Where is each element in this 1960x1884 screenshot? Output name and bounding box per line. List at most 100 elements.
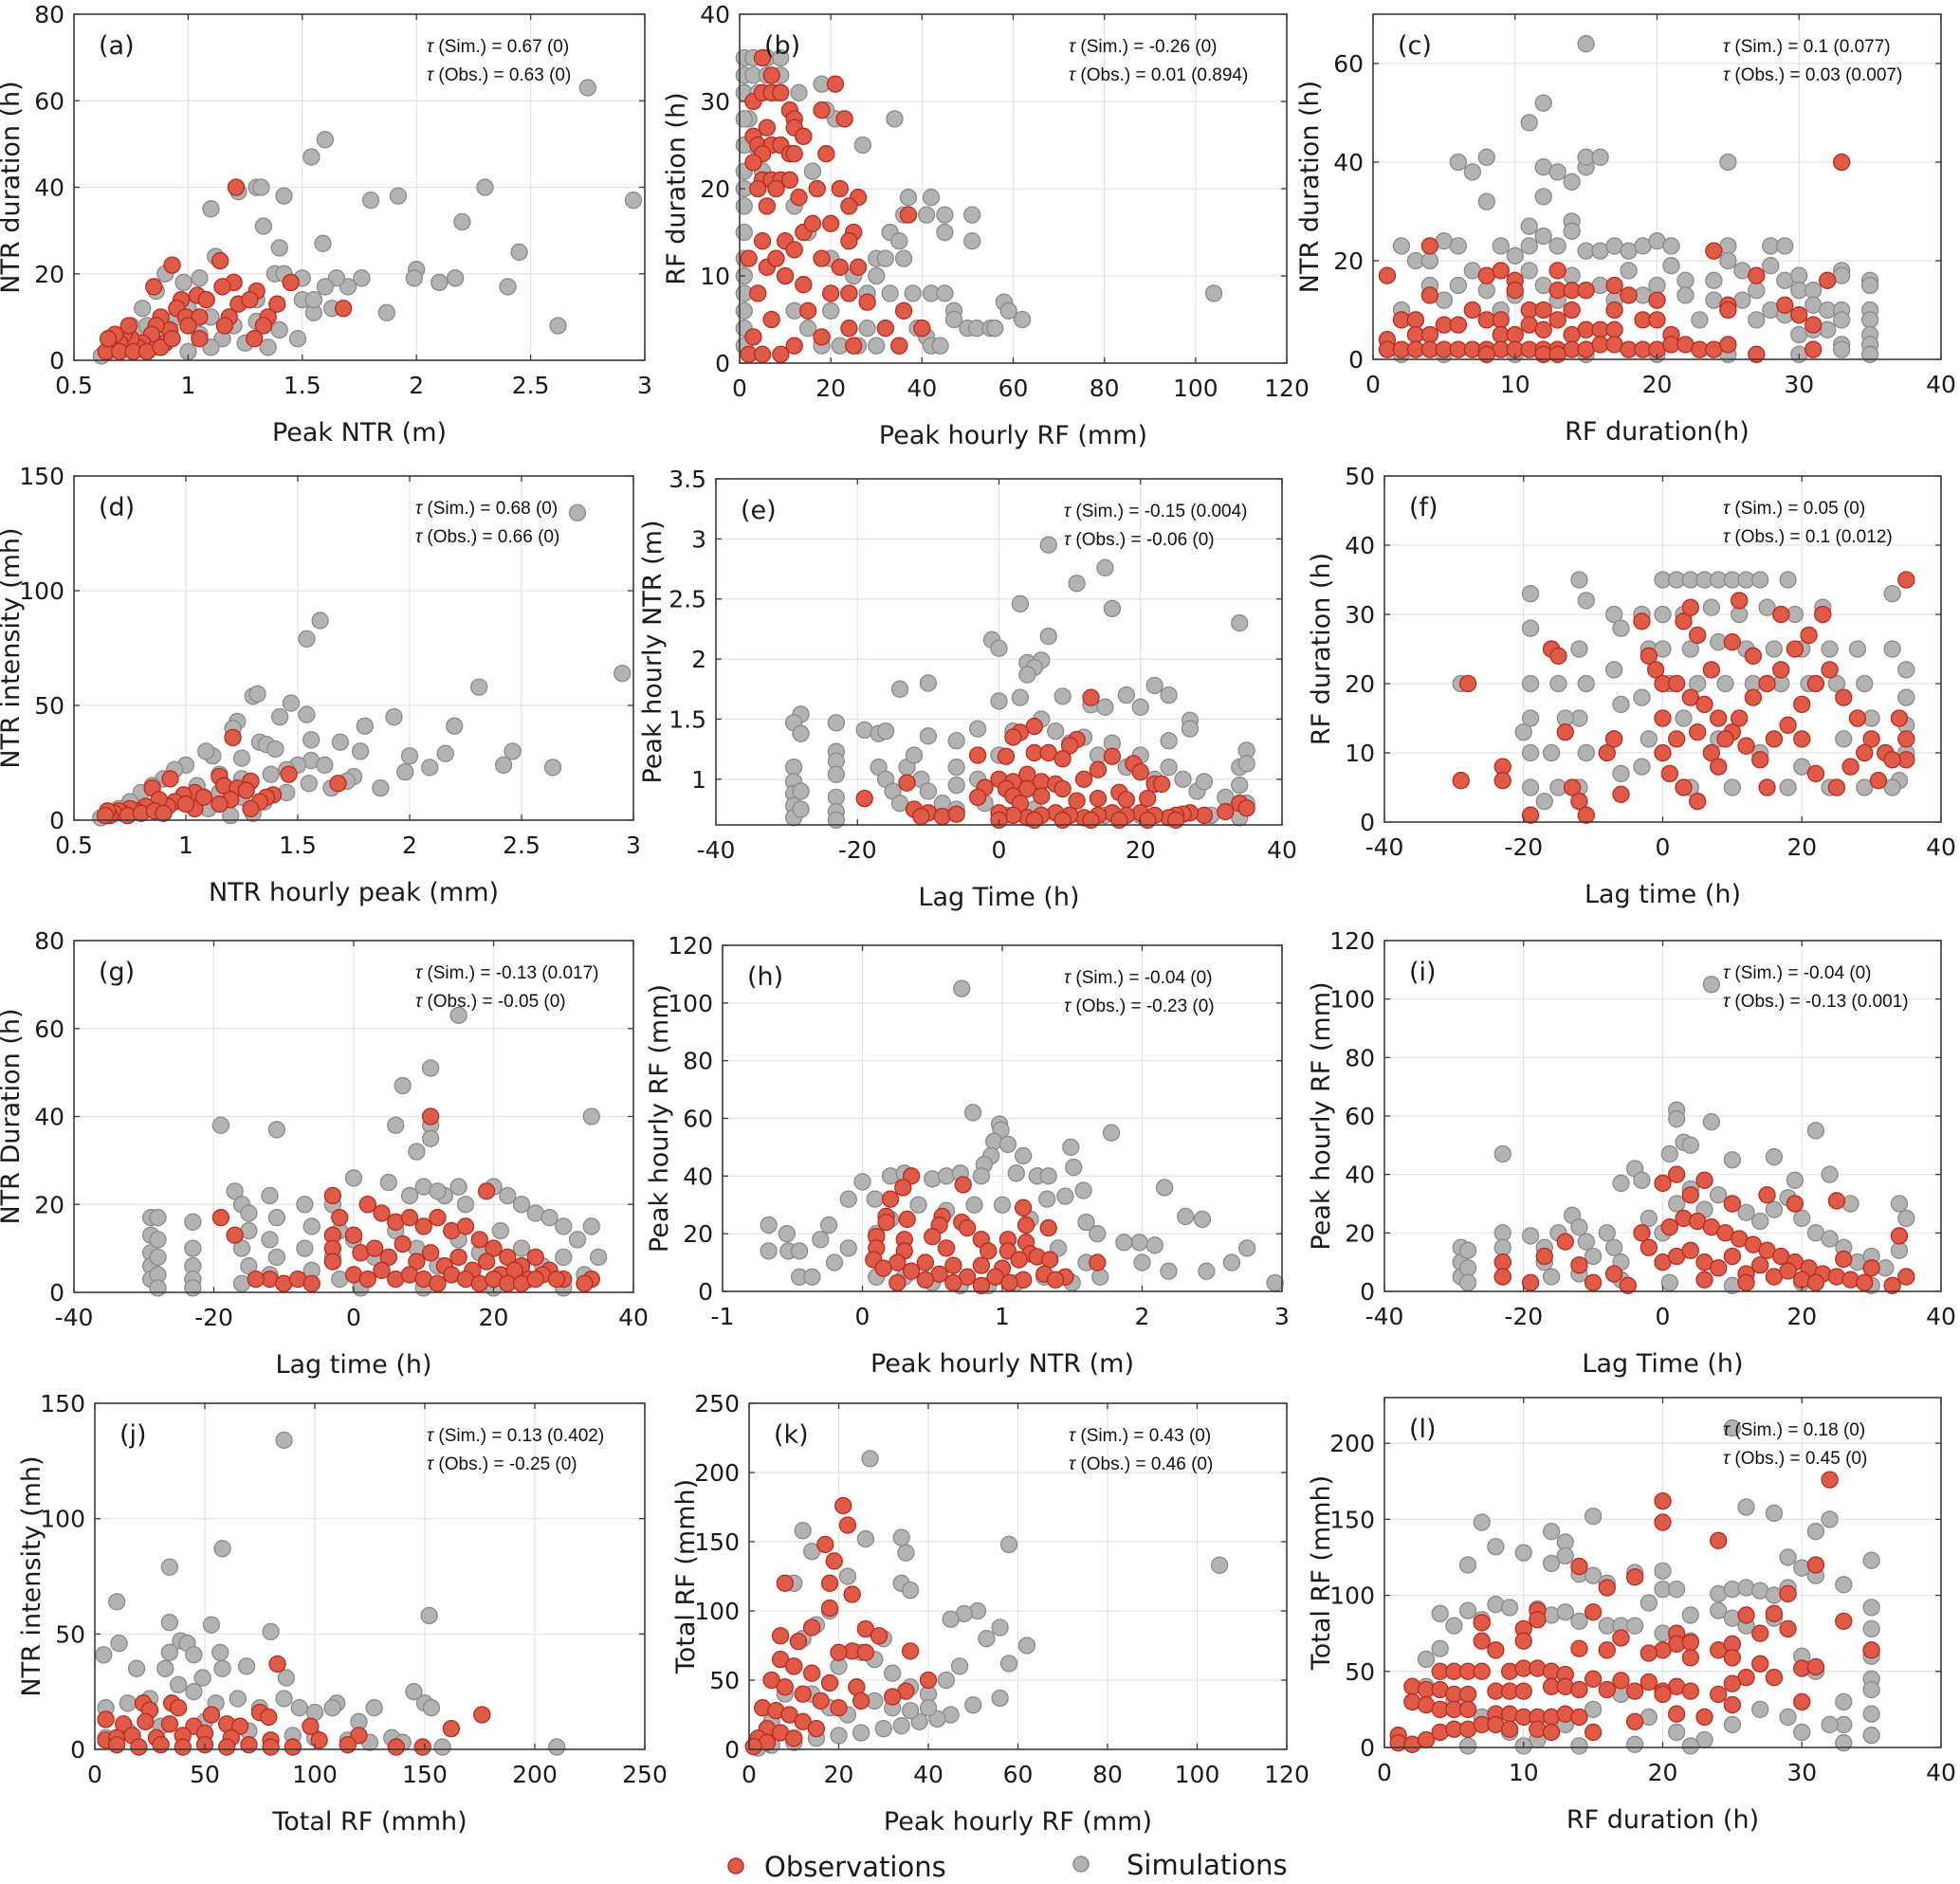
observation-point [1521, 806, 1540, 824]
observation-point [1862, 730, 1880, 748]
legend: Observations Simulations [727, 1849, 1288, 1883]
observation-point [1577, 806, 1595, 824]
tau-symbol: τ [427, 65, 438, 85]
simulation-point [1841, 1195, 1859, 1213]
simulation-point [494, 756, 513, 775]
simulation-point [1662, 237, 1680, 255]
simulation-point [270, 239, 288, 257]
tau-annotation: τ (Sim.) = 0.05 (0) [1723, 499, 1865, 519]
observation-point [1014, 1271, 1033, 1289]
tau-annotation-text: (Sim.) = -0.04 (0) [1075, 968, 1212, 988]
observation-point [1689, 723, 1707, 741]
series-observations [1452, 571, 1915, 824]
observation-point [1883, 751, 1901, 769]
observation-point [1556, 723, 1574, 741]
simulation-point [1702, 976, 1721, 994]
simulation-point [1862, 1599, 1880, 1617]
observation-point [1570, 1708, 1588, 1727]
observation-point [812, 1692, 830, 1710]
observation-point [767, 179, 785, 198]
observation-point [119, 317, 137, 335]
simulation-point [1477, 148, 1495, 166]
observation-point [331, 1209, 349, 1227]
y-tick-label: 80 [34, 1, 64, 28]
simulation-point [1860, 345, 1879, 363]
observation-point [1152, 775, 1171, 794]
x-tick-label: 30 [1786, 1759, 1817, 1786]
y-tick-label: 0 [1348, 346, 1364, 374]
panel-i: -40 -20 0 20 40 0 20 40 60 80 100 120 Lag Time (h) Pe… [1307, 927, 1956, 1379]
simulation-point [1765, 640, 1784, 658]
observation-point [762, 1671, 780, 1690]
simulation-point [1542, 743, 1561, 762]
simulation-point [184, 1279, 202, 1297]
panel-j: 0 50 100 150 200 250 0 50 100 150 Total RF (mmh) NT… [17, 1390, 668, 1837]
x-tick-label: 250 [622, 1761, 668, 1788]
observation-point [1793, 730, 1811, 748]
observation-point [429, 1274, 447, 1292]
observation-point [744, 154, 762, 172]
observation-point [179, 317, 197, 335]
simulation-point [1633, 688, 1651, 706]
observation-point [1506, 282, 1524, 300]
observation-point [163, 330, 181, 348]
tau-annotation: τ (Obs.) = -0.25 (0) [427, 1454, 577, 1474]
observation-point [115, 1715, 133, 1733]
series-observations [740, 48, 931, 363]
plot-area [74, 476, 633, 820]
y-tick-label: 50 [1345, 1658, 1375, 1686]
simulation-point [936, 223, 954, 242]
tau-annotation: τ (Obs.) = 0.66 (0) [415, 527, 559, 547]
simulation-point [985, 1132, 1003, 1150]
tau-symbol: τ [1069, 65, 1080, 85]
simulation-point [1633, 758, 1651, 776]
y-tick-label: 60 [34, 87, 64, 115]
simulation-point [1068, 575, 1086, 593]
simulation-point [1776, 237, 1794, 255]
simulation-point [760, 1216, 778, 1235]
observation-point [1702, 661, 1721, 679]
simulation-point [892, 1528, 910, 1546]
observation-point [794, 1712, 812, 1730]
simulation-point [277, 1669, 295, 1687]
simulation-point [963, 1104, 982, 1122]
observation-point [968, 746, 987, 764]
observation-point [816, 1535, 834, 1554]
panel-label: (f) [1409, 493, 1438, 522]
y-tick-label: 0 [49, 1279, 64, 1307]
observation-point [1814, 605, 1832, 624]
observation-point [1598, 1641, 1616, 1659]
simulation-point [456, 1196, 475, 1214]
observation-point [1710, 758, 1728, 776]
simulation-point [1751, 571, 1769, 589]
legend-observations-marker [727, 1857, 744, 1875]
observation-point [99, 330, 118, 348]
panel-label: (b) [764, 31, 800, 61]
y-tick-label: 100 [668, 990, 713, 1017]
observation-point [1668, 674, 1686, 693]
simulation-point [963, 232, 981, 250]
tau-annotation: τ (Sim.) = 0.67 (0) [427, 37, 569, 57]
observation-point [972, 1276, 991, 1295]
y-tick-label: 100 [1329, 986, 1375, 1014]
simulation-point [792, 800, 810, 818]
x-tick-label: -40 [55, 1304, 94, 1331]
simulation-point [1577, 35, 1595, 53]
observation-point [1779, 1584, 1797, 1603]
observation-point [1806, 674, 1825, 693]
simulation-point [999, 1655, 1018, 1673]
observation-point [1420, 325, 1439, 344]
observation-point [373, 1261, 391, 1279]
simulation-point [1662, 257, 1680, 275]
simulation-point [1897, 661, 1915, 679]
observation-point [1018, 779, 1036, 798]
simulation-point [1584, 1700, 1603, 1719]
simulation-point [275, 1431, 293, 1450]
simulation-point [202, 338, 220, 357]
tau-annotation: τ (Sim.) = 0.18 (0) [1723, 1420, 1865, 1440]
observation-point [803, 1619, 821, 1637]
observation-point [894, 1179, 912, 1197]
observation-point [876, 320, 895, 338]
observation-point [1487, 1641, 1505, 1659]
observation-point [1620, 286, 1638, 304]
